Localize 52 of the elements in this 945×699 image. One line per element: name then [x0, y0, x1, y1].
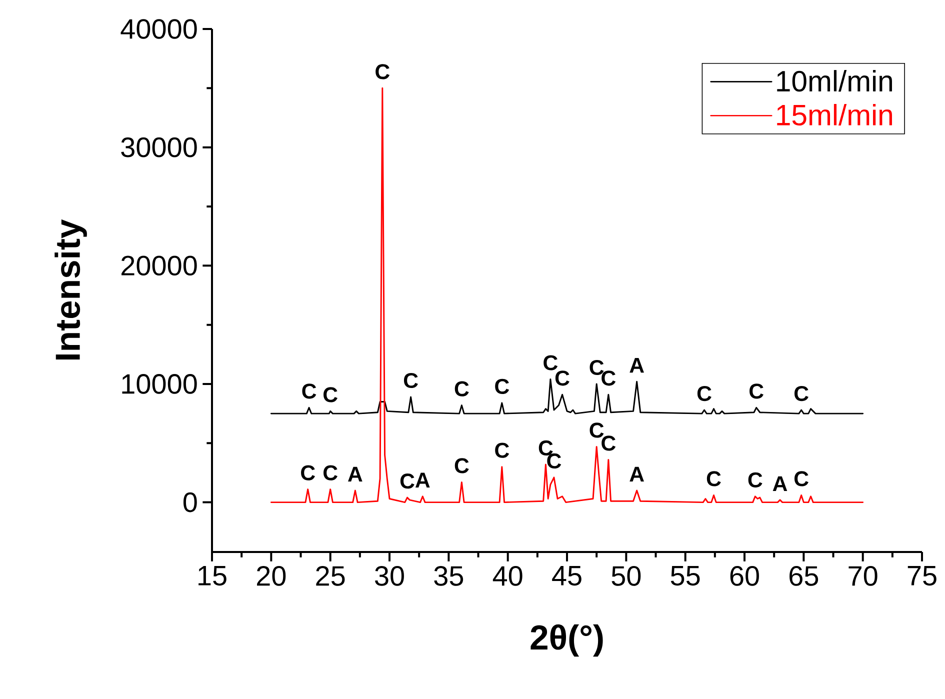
x-tick-label: 75: [908, 566, 936, 586]
x-tick-label: 70: [848, 566, 878, 586]
annotation: C: [324, 465, 338, 480]
annotation: C: [324, 387, 338, 402]
annotation: C: [544, 355, 558, 370]
x-tick-label: 30: [375, 566, 404, 586]
annotation: C: [750, 384, 764, 399]
annotation: A: [630, 466, 644, 482]
x-tick-label: 40: [492, 566, 522, 586]
annotation: C: [590, 422, 604, 438]
annotation: C: [495, 378, 510, 394]
y-axis-title: Intensity: [54, 219, 87, 360]
x-tick-label: 15: [198, 566, 226, 586]
annotation: A: [415, 472, 430, 488]
annotation: C: [301, 465, 315, 480]
legend-label: 15ml/min: [777, 104, 892, 126]
x-tick-label: 50: [612, 566, 641, 586]
annotation: A: [630, 358, 644, 373]
legend-label: 10ml/min: [777, 70, 892, 92]
annotation: C: [495, 442, 510, 458]
annotation: C: [794, 386, 808, 402]
annotation: C: [454, 381, 469, 396]
annotation: C: [454, 458, 469, 474]
annotation: C: [302, 384, 316, 399]
annotation: C: [602, 370, 616, 386]
x-tick-label: 60: [730, 566, 759, 586]
annotation: C: [602, 436, 616, 451]
x-tick-label: 35: [434, 566, 464, 586]
y-tick-label: 30000: [121, 137, 197, 158]
x-tick-label: 65: [790, 566, 818, 586]
y-tick-label: 0: [183, 492, 197, 512]
annotation: C: [538, 440, 553, 456]
annotation: C: [706, 471, 721, 486]
annotation: C: [376, 64, 390, 80]
annotation: C: [794, 471, 808, 486]
annotation: C: [590, 360, 604, 376]
annotation: C: [547, 453, 562, 469]
x-tick-label: 55: [670, 566, 700, 586]
y-tick-label: 10000: [122, 374, 197, 394]
annotation: C: [404, 372, 418, 388]
x-tick-label: 45: [552, 566, 582, 586]
x-tick-label: 25: [316, 566, 345, 586]
annotation: C: [555, 370, 570, 386]
annotation: A: [348, 466, 362, 482]
annotation: C: [697, 386, 712, 402]
y-tick-label: 20000: [121, 256, 197, 276]
annotation: C: [400, 474, 414, 489]
x-axis-title: 2θ(°): [530, 624, 603, 657]
x-tick-label: 20: [257, 566, 286, 586]
annotation: C: [748, 472, 762, 488]
annotation: A: [772, 476, 788, 491]
y-tick-label: 40000: [120, 19, 197, 39]
